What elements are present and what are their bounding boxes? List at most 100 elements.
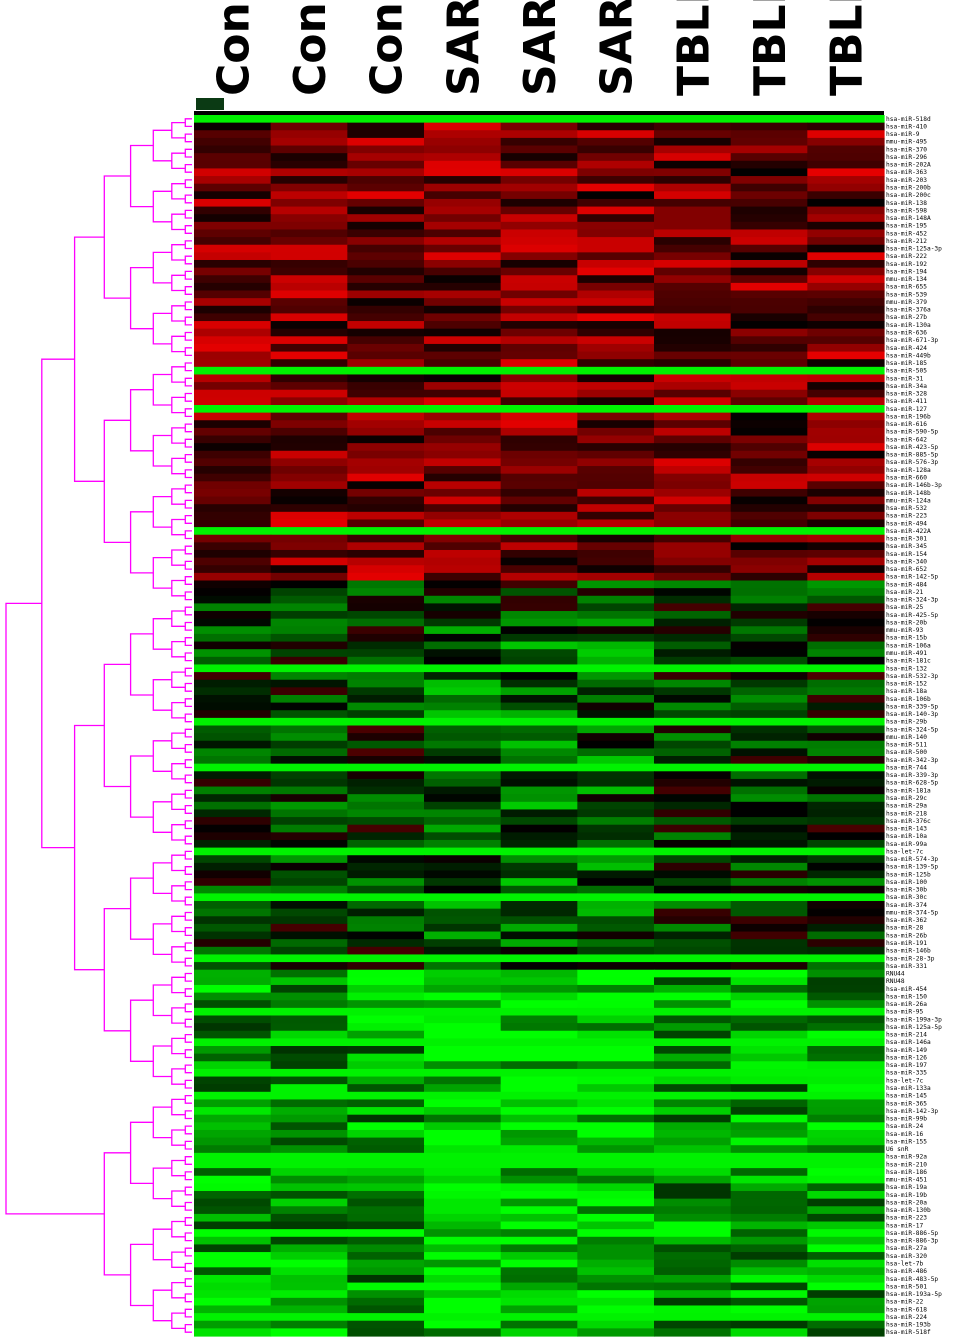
heatmap-cell [270,504,348,513]
heatmap-cell [270,694,348,704]
heatmap-cell [730,1297,808,1307]
heatmap-cell [194,1183,272,1192]
heatmap-cell [807,1030,885,1039]
heatmap-cell [194,374,272,383]
heatmap-cell [577,382,655,391]
heatmap-cell [577,1015,655,1024]
heatmap-cell [347,534,425,543]
heatmap-cell [807,763,885,772]
heatmap-cell [807,168,885,177]
heatmap-cell [270,496,348,505]
heatmap-cell [654,259,732,269]
heatmap-cell [347,1076,425,1085]
heatmap-cell [654,450,732,459]
heatmap-cell [654,267,732,276]
heatmap-cell [424,115,502,124]
heatmap-cell [654,374,732,383]
heatmap-cell [270,481,348,490]
heatmap-cell [500,534,578,543]
heatmap-cell [194,626,272,635]
heatmap-cell [347,771,425,780]
heatmap-cell [654,504,732,513]
heatmap-cell [424,176,502,185]
heatmap-cell [654,160,732,170]
heatmap-cell [807,267,885,276]
row-label: hsa-miR-99b [886,1116,927,1123]
heatmap-cell [730,1191,808,1200]
heatmap-cell [654,717,732,727]
heatmap-cell [424,382,502,391]
heatmap-cell [730,1030,808,1039]
heatmap-cell [194,275,272,284]
row-label: hsa-miR-143 [886,826,927,833]
heatmap-cell [577,778,655,788]
heatmap-cell [577,626,655,635]
heatmap-cell [654,1183,732,1192]
heatmap-cell [807,252,885,261]
heatmap-cell [194,1198,272,1207]
heatmap-cell [270,343,348,353]
heatmap-cell [500,1007,578,1017]
heatmap-cell [654,1107,732,1116]
heatmap-cell [194,855,272,864]
heatmap-cell [194,710,272,719]
row-label: mmu-miR-134 [886,276,927,283]
heatmap-cell [347,946,425,956]
heatmap-cell [730,763,808,772]
heatmap-cell [270,1122,348,1131]
heatmap-cell [424,1229,502,1238]
heatmap-cell [654,1282,732,1291]
heatmap-cell [577,710,655,719]
heatmap-cell [577,1137,655,1146]
heatmap-cell [654,656,732,666]
heatmap-cell [347,145,425,154]
heatmap-cell [347,252,425,261]
heatmap-cell [347,923,425,933]
heatmap-cell [424,870,502,879]
heatmap-cell [577,824,655,833]
heatmap-cell [347,641,425,650]
heatmap-cell [270,488,348,498]
row-label: hsa-miR-138 [886,200,927,207]
heatmap-cell [270,1107,348,1116]
heatmap-cell [500,1122,578,1131]
heatmap-cell [654,1160,732,1169]
heatmap-cell [270,557,348,566]
heatmap-cell [730,885,808,894]
heatmap-cell [347,466,425,475]
heatmap-cell [270,1259,348,1268]
heatmap-cell [577,259,655,269]
heatmap-cell [270,191,348,200]
heatmap-cell [654,137,732,147]
heatmap-cell [500,137,578,147]
heatmap-cell [577,1297,655,1307]
heatmap-cell [270,1328,348,1337]
heatmap-cell [807,366,885,376]
heatmap-cell [500,923,578,933]
heatmap-cell [730,1320,808,1329]
heatmap-cell [807,153,885,162]
heatmap-cell [500,382,578,391]
heatmap-cell [194,809,272,818]
heatmap-cell [730,527,808,536]
row-label: hsa-miR-100 [886,879,927,886]
row-label: hsa-miR-422A [886,528,931,535]
heatmap-cell [500,427,578,437]
heatmap-cell [424,1183,502,1192]
heatmap-cell [730,1221,808,1230]
heatmap-cell [500,252,578,261]
column-label: TBLN [745,0,796,96]
heatmap-cell [730,389,808,398]
heatmap-cell [730,305,808,315]
heatmap-cell [270,733,348,742]
heatmap-cell [577,1313,655,1322]
heatmap-cell [194,511,272,521]
heatmap-cell [347,794,425,803]
row-label: hsa-miR-28-3p [886,955,935,962]
heatmap-cell [654,664,732,673]
heatmap-cell [730,549,808,559]
heatmap-cell [347,725,425,734]
heatmap-cell [654,1305,732,1314]
row-label: hsa-miR-125a-5p [886,1024,942,1031]
heatmap-cell [424,824,502,833]
